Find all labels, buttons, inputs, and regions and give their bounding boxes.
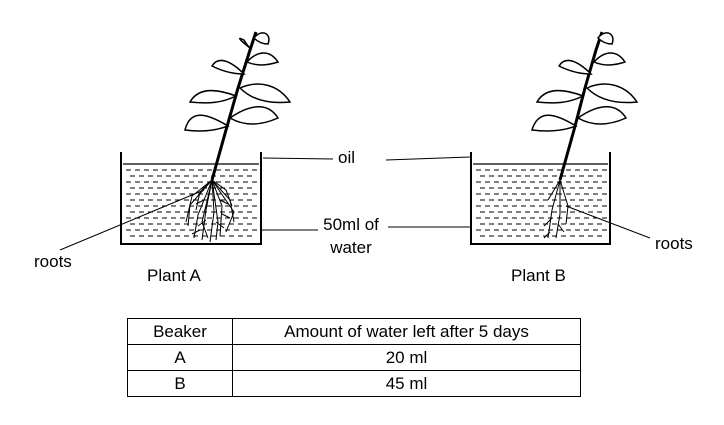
water-label: 50ml of water — [316, 215, 386, 258]
plant-a-leaf — [252, 32, 270, 45]
water-label-line-2: water — [330, 238, 372, 257]
roots-label-a: roots — [34, 252, 72, 271]
oil-pointer-a — [262, 157, 334, 160]
plant-b-leaf — [535, 89, 585, 104]
table-cell-amount: 20 ml — [232, 344, 581, 371]
plant-b-label: Plant B — [511, 266, 566, 285]
plant-a-leaf — [228, 106, 280, 125]
plant-a-roots — [185, 179, 235, 243]
table-header-beaker: Beaker — [127, 318, 233, 345]
roots-label-b: roots — [655, 234, 693, 253]
table-header-row: Beaker Amount of water left after 5 days — [127, 318, 581, 345]
plant-a-leaf — [238, 37, 251, 49]
plant-a-leaf — [210, 59, 246, 75]
table-cell-beaker: A — [127, 344, 233, 371]
plant-b-leaf — [531, 114, 578, 132]
table-cell-beaker: B — [127, 370, 233, 397]
plant-b-leaf — [596, 32, 614, 45]
oil-label: oil — [338, 148, 356, 167]
beaker-a — [120, 152, 262, 245]
plant-a-leaf — [188, 89, 238, 104]
roots-pointer-a — [59, 189, 205, 251]
table-cell-amount: 45 ml — [232, 370, 581, 397]
beaker-b-water-dashes — [476, 169, 607, 237]
table-row: A 20 ml — [127, 344, 581, 371]
oil-pointer-b — [385, 156, 471, 161]
plant-b-leaf — [557, 59, 593, 75]
beaker-b-outline — [470, 152, 611, 245]
water-label-line-1: 50ml of — [323, 215, 379, 234]
plant-b-leaf — [576, 106, 628, 125]
pointer-lines — [59, 156, 651, 251]
plant-b-stem — [558, 31, 604, 181]
plant-a-leaf — [184, 114, 230, 132]
beaker-a-outline — [120, 152, 262, 245]
plant-b-leaf — [592, 52, 627, 66]
plant-b — [531, 31, 639, 239]
results-table: Beaker Amount of water left after 5 days… — [127, 318, 581, 397]
table-header-amount: Amount of water left after 5 days — [232, 318, 581, 345]
table-row: B 45 ml — [127, 370, 581, 397]
plant-a-leaf — [245, 52, 280, 66]
roots-pointer-b — [565, 205, 651, 239]
plant-a-label: Plant A — [147, 266, 201, 285]
plant-b-leaf — [585, 83, 639, 104]
beaker-b — [470, 152, 611, 245]
plant-a-stem — [210, 31, 258, 181]
plant-b-roots — [543, 179, 569, 239]
plant-a — [184, 31, 292, 243]
plant-a-leaf — [238, 83, 292, 104]
